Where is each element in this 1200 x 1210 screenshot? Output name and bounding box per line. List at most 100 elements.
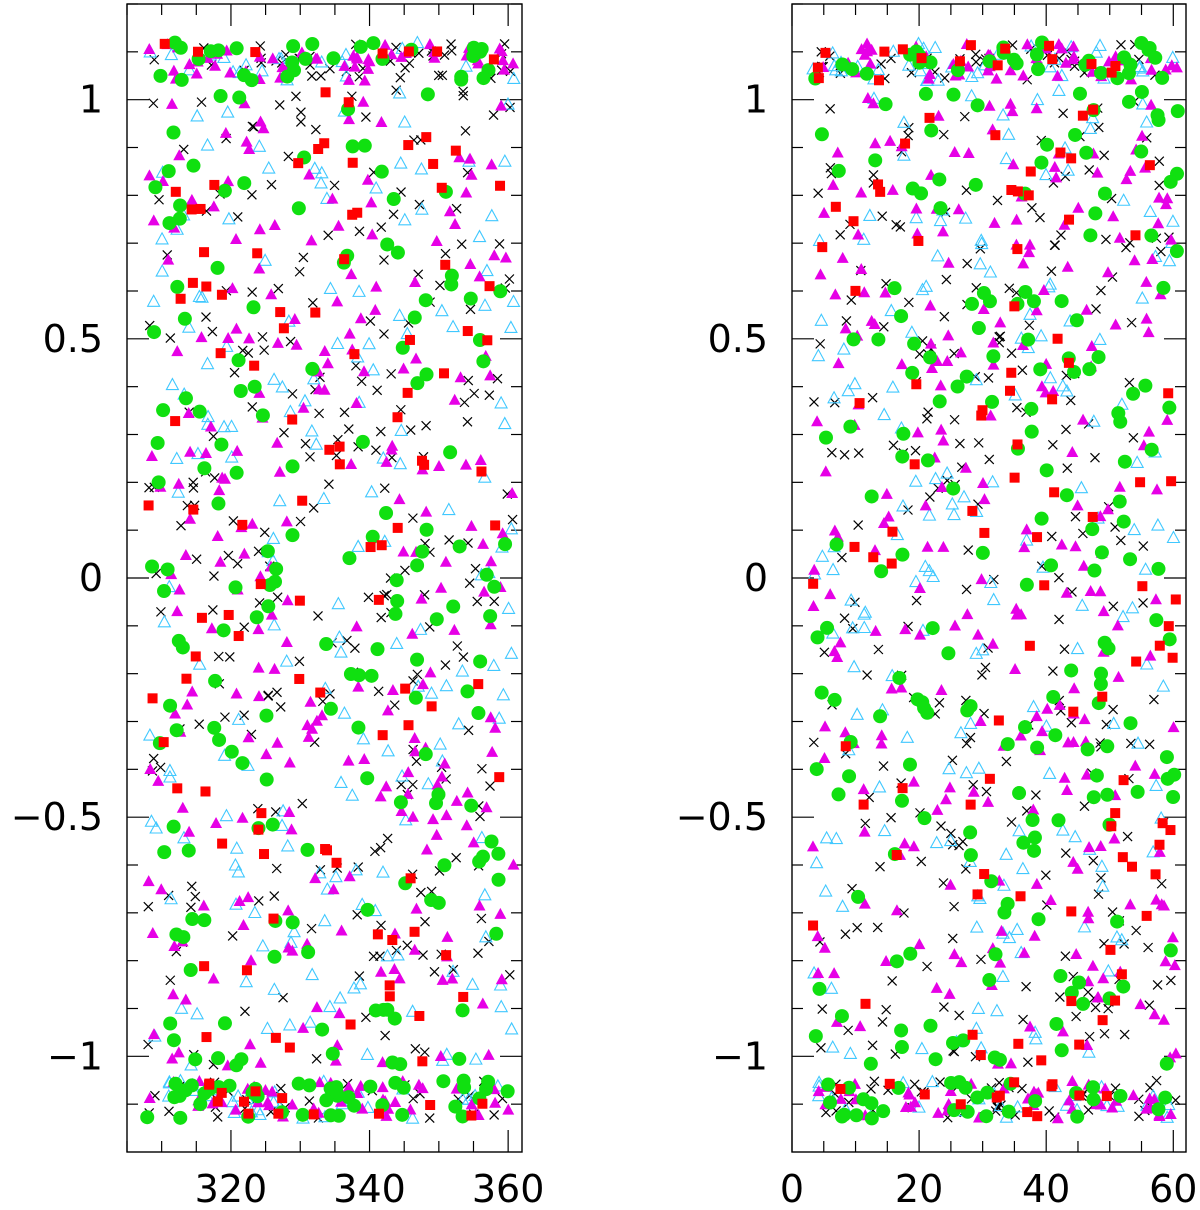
data-point xyxy=(1165,233,1178,245)
data-point xyxy=(1017,365,1028,376)
y-tick-label: −0.5 xyxy=(11,795,103,839)
data-point xyxy=(215,348,226,359)
data-point xyxy=(1116,39,1126,50)
data-point xyxy=(1060,951,1071,962)
data-point xyxy=(339,47,353,61)
data-point xyxy=(852,228,865,240)
data-point xyxy=(923,350,938,365)
data-point xyxy=(1004,1057,1017,1069)
data-point xyxy=(1062,463,1073,474)
data-point xyxy=(372,929,383,940)
data-point xyxy=(1160,771,1175,786)
data-point xyxy=(496,54,509,66)
data-point xyxy=(965,40,976,51)
data-point xyxy=(166,819,181,834)
data-points xyxy=(806,35,1185,1126)
data-point xyxy=(1131,925,1142,936)
data-point xyxy=(410,558,425,573)
data-point xyxy=(190,891,201,902)
data-point xyxy=(1097,1015,1108,1026)
data-point xyxy=(959,461,972,473)
data-point xyxy=(193,1097,208,1112)
data-point xyxy=(300,438,311,449)
data-point xyxy=(909,574,923,588)
data-point xyxy=(386,192,401,207)
data-point xyxy=(815,549,830,562)
data-point xyxy=(417,1056,428,1067)
data-point xyxy=(350,620,363,632)
data-point xyxy=(183,963,198,978)
data-point xyxy=(376,222,387,233)
data-point xyxy=(224,651,235,662)
data-point xyxy=(1012,823,1027,837)
data-point xyxy=(168,939,181,951)
data-point xyxy=(305,37,320,52)
data-point xyxy=(258,849,269,860)
data-point xyxy=(252,690,265,702)
data-point xyxy=(945,828,956,839)
data-point xyxy=(1090,1002,1101,1013)
data-point xyxy=(1106,716,1121,729)
data-point xyxy=(224,744,239,759)
data-point xyxy=(1025,813,1040,828)
data-point xyxy=(222,175,235,187)
data-point xyxy=(365,529,380,544)
data-point xyxy=(1145,98,1158,110)
data-point xyxy=(873,709,888,724)
data-point xyxy=(181,698,194,710)
data-point xyxy=(954,1010,965,1021)
data-point xyxy=(286,944,299,956)
data-point xyxy=(1138,378,1153,393)
data-point xyxy=(913,582,926,594)
data-point xyxy=(807,599,820,611)
data-point xyxy=(1055,538,1068,550)
data-point xyxy=(217,1016,232,1031)
data-point xyxy=(380,1030,391,1041)
data-point xyxy=(1027,803,1040,815)
data-point xyxy=(185,912,200,927)
data-point xyxy=(832,357,845,369)
data-point xyxy=(1083,121,1098,135)
data-point xyxy=(917,701,932,716)
data-point xyxy=(356,376,367,387)
data-point xyxy=(474,830,489,844)
data-point xyxy=(852,922,863,933)
data-point xyxy=(376,864,390,878)
data-point xyxy=(914,349,925,359)
data-point xyxy=(143,169,156,181)
data-point xyxy=(237,176,252,191)
data-point xyxy=(1026,699,1041,713)
data-point xyxy=(971,56,981,67)
data-point xyxy=(1029,47,1044,62)
data-point xyxy=(936,821,946,832)
data-point xyxy=(155,231,169,245)
data-point xyxy=(887,526,898,537)
data-point xyxy=(432,46,443,57)
data-point xyxy=(350,396,363,408)
data-point xyxy=(961,608,974,620)
data-point xyxy=(1017,257,1030,269)
data-point xyxy=(1086,959,1099,971)
data-point xyxy=(157,584,172,599)
data-point xyxy=(854,398,865,409)
data-point xyxy=(357,365,370,377)
data-point xyxy=(1066,153,1077,164)
data-point xyxy=(313,143,324,154)
data-point xyxy=(436,973,449,985)
data-point xyxy=(1047,666,1058,676)
data-point xyxy=(455,1109,470,1124)
data-point xyxy=(1048,728,1063,743)
data-point xyxy=(815,338,826,349)
data-point xyxy=(858,286,871,298)
data-point xyxy=(1145,63,1158,75)
data-point xyxy=(1018,284,1033,299)
data-point xyxy=(211,530,224,542)
data-point xyxy=(416,455,427,466)
data-point xyxy=(1153,191,1166,203)
data-point xyxy=(347,49,360,61)
data-point xyxy=(341,1090,356,1105)
data-point xyxy=(809,855,824,869)
data-point xyxy=(169,707,182,719)
data-point xyxy=(894,1023,909,1038)
data-point xyxy=(1070,511,1081,522)
